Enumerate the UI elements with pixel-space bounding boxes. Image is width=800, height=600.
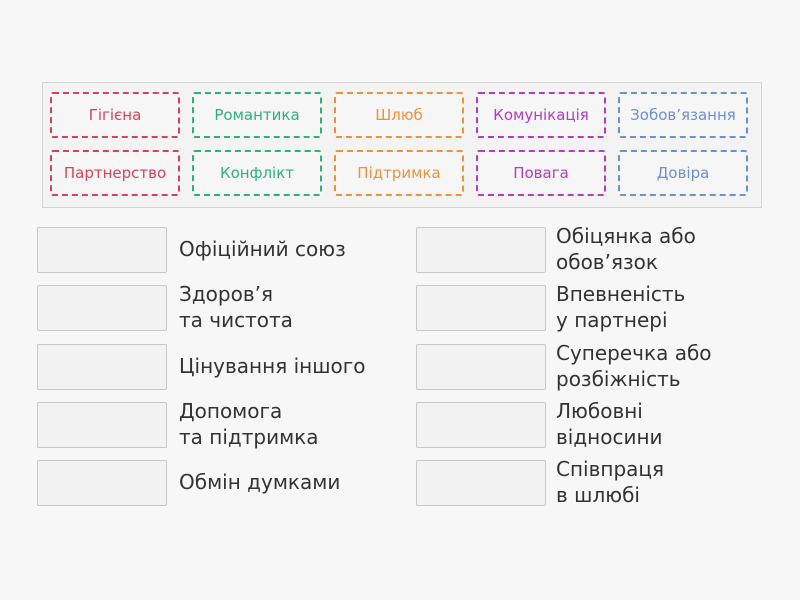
definition-label: Здоров’я та чистота [179,282,293,333]
drop-slot[interactable] [416,227,546,273]
answer-tile[interactable]: Зобов’язання [618,92,748,138]
definition-label: Впевненість у партнері [556,282,686,333]
answer-tile[interactable]: Партнерство [50,150,180,196]
drop-slot[interactable] [37,227,167,273]
definition-label: Офіційний союз [179,237,346,261]
drop-slot[interactable] [37,401,167,448]
drop-slot[interactable] [416,285,546,332]
drop-slot[interactable] [416,343,546,390]
definition-label: Обмін думками [179,470,341,495]
definition-label: Обіцянка або обов’язок [556,224,696,274]
drop-slot[interactable] [416,401,546,448]
answer-tile[interactable]: Шлюб [334,92,464,138]
definition-label: Співпраця в шлюбі [556,457,665,508]
drop-slot[interactable] [37,460,167,507]
answer-tile[interactable]: Повага [476,150,606,196]
answer-tile[interactable]: Підтримка [334,150,464,196]
definition-label: Цінування іншого [179,353,366,378]
definition-label: Допомога та підтримка [179,398,319,449]
answer-tile[interactable]: Конфлікт [192,150,322,196]
drop-slot[interactable] [37,285,167,332]
answer-tile[interactable]: Довіра [618,150,748,196]
answer-tile[interactable]: Комунікація [476,92,606,138]
drop-slot[interactable] [37,343,167,390]
definition-label: Любовні відносини [556,398,663,449]
answer-tile[interactable]: Романтика [192,92,322,138]
answer-tile[interactable]: Гігієна [50,92,180,138]
drop-slot[interactable] [416,460,546,507]
definition-label: Суперечка або розбіжність [556,340,712,391]
